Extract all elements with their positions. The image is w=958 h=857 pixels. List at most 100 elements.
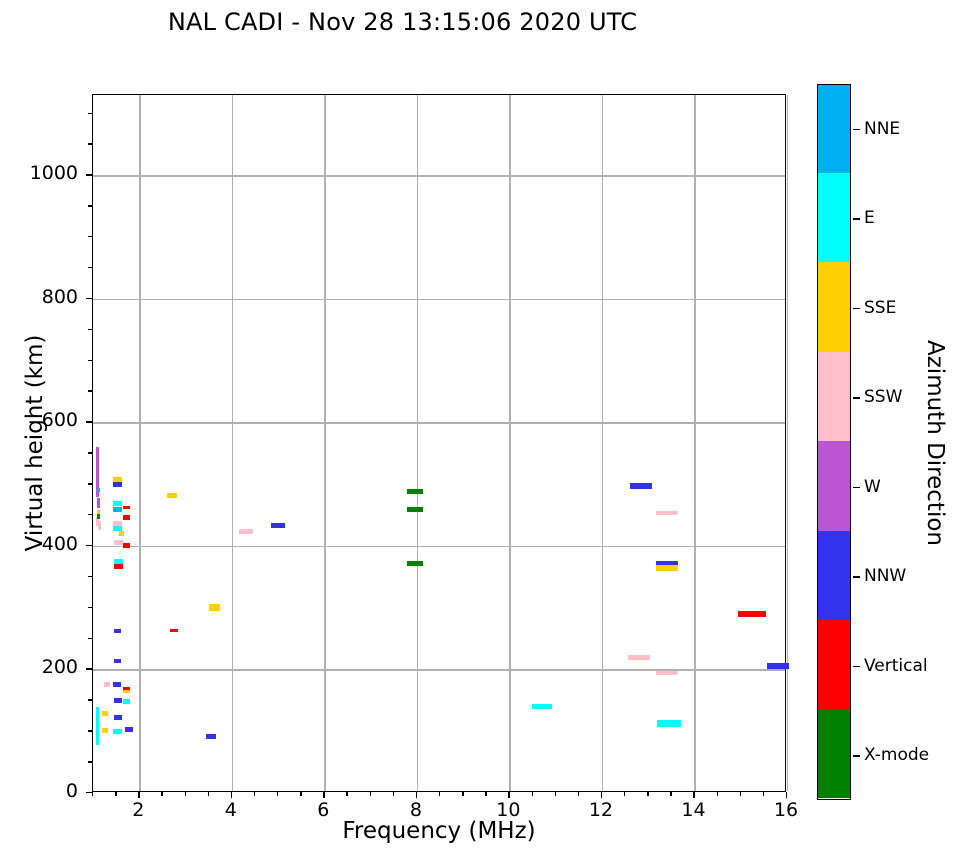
x-tick: [693, 792, 695, 798]
colorbar-tick: [853, 665, 860, 668]
x-axis-title: Frequency (MHz): [342, 818, 536, 844]
data-mark: [738, 610, 767, 617]
data-mark: [657, 719, 682, 727]
y-tick: [86, 668, 92, 670]
x-tick: [92, 792, 94, 796]
data-mark: [531, 704, 552, 710]
y-tick: [88, 730, 92, 732]
x-tick: [739, 792, 742, 796]
x-tick-label: 2: [132, 799, 145, 821]
y-tick: [88, 483, 92, 485]
x-tick: [392, 792, 395, 796]
data-mark: [407, 506, 424, 512]
colorbar-tick: [853, 486, 860, 489]
data-mark: [114, 564, 124, 570]
y-tick-label: 1000: [29, 162, 78, 185]
data-mark: [113, 658, 121, 663]
colorbar-tick: [853, 755, 860, 757]
x-tick: [415, 792, 418, 798]
colorbar-segment-w: [818, 441, 850, 531]
x-tick: [369, 792, 371, 796]
y-tick: [88, 575, 92, 578]
data-mark: [112, 481, 122, 487]
data-mark: [208, 604, 220, 612]
colorbar-label-e: E: [864, 208, 875, 229]
data-mark: [112, 476, 122, 482]
y-axis-title: Virtual height (km): [22, 334, 48, 552]
y-tick: [88, 236, 92, 238]
data-mark: [112, 501, 122, 507]
data-mark: [630, 483, 653, 489]
data-mark: [122, 699, 130, 705]
y-tick-label: 400: [41, 532, 78, 555]
y-tick: [88, 761, 92, 763]
x-tick: [346, 792, 348, 796]
y-tick: [88, 359, 92, 361]
y-tick: [88, 328, 92, 331]
data-mark: [96, 707, 100, 746]
data-mark: [123, 690, 131, 694]
x-tick-label: 10: [496, 799, 521, 821]
y-tick: [88, 637, 92, 639]
data-mark: [122, 505, 130, 509]
data-mark: [766, 663, 789, 670]
colorbar-label-w: W: [864, 476, 881, 497]
colorbar-label-ssw: SSW: [864, 387, 903, 408]
data-mark: [205, 734, 216, 740]
data-mark: [119, 531, 125, 537]
colorbar-tick: [853, 218, 860, 220]
y-tick: [88, 390, 92, 392]
data-mark: [112, 506, 122, 512]
gridline-horizontal: [93, 175, 785, 177]
y-tick: [88, 112, 92, 114]
y-tick: [86, 544, 92, 547]
y-tick: [88, 205, 92, 207]
gridline-vertical: [416, 95, 419, 791]
y-tick-label: 800: [41, 285, 78, 308]
x-tick: [716, 792, 718, 796]
x-tick: [762, 792, 765, 796]
y-tick: [88, 143, 92, 145]
y-tick-label: 600: [41, 409, 78, 432]
y-tick: [88, 514, 92, 516]
chart-title: NAL CADI - Nov 28 13:15:06 2020 UTC: [167, 8, 638, 36]
gridline-horizontal: [93, 422, 785, 424]
plot-area: [92, 94, 789, 792]
x-tick: [462, 792, 464, 796]
gridline-vertical: [139, 95, 141, 791]
colorbar-segment-nnw: [818, 530, 850, 621]
data-mark: [113, 629, 121, 634]
gridline-vertical: [509, 95, 511, 791]
x-tick: [439, 792, 441, 796]
colorbar-segment-ssw: [818, 351, 850, 442]
colorbar-label-sse: SSE: [864, 297, 897, 318]
x-tick: [138, 792, 140, 798]
colorbar-tick: [853, 397, 860, 399]
y-tick-label: 200: [41, 656, 78, 679]
gridline-vertical: [324, 95, 326, 791]
gridline-horizontal: [93, 545, 785, 548]
x-tick: [485, 792, 487, 796]
x-tick-label: 6: [317, 799, 330, 821]
data-mark: [113, 698, 122, 704]
x-tick: [230, 792, 233, 798]
x-tick: [253, 792, 256, 796]
gridline-horizontal: [93, 669, 785, 671]
x-tick: [184, 792, 186, 796]
x-tick-label: 16: [773, 799, 799, 821]
x-tick: [647, 792, 649, 796]
colorbar-segment-vertical: [818, 620, 850, 710]
data-mark: [169, 629, 178, 633]
data-mark: [238, 528, 253, 534]
data-mark: [112, 728, 122, 734]
data-mark: [125, 726, 134, 732]
data-mark: [271, 523, 286, 529]
data-mark: [103, 681, 110, 687]
colorbar-label-vertical: Vertical: [864, 655, 928, 676]
x-tick: [624, 792, 626, 796]
x-tick: [161, 792, 163, 796]
x-tick: [670, 792, 672, 796]
gridline-horizontal: [93, 298, 785, 301]
data-mark: [655, 670, 678, 675]
data-mark: [97, 497, 101, 508]
